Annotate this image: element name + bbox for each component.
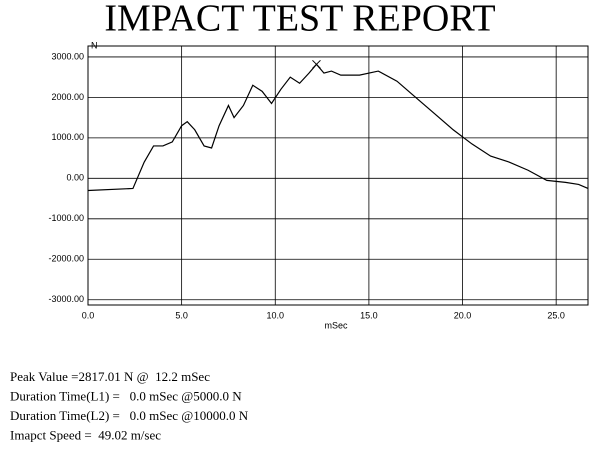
annotation: Imapct Speed = 49.02 m/sec [10, 427, 161, 442]
y-axis-label: N [91, 40, 98, 50]
chart-title: IMPACT TEST REPORT [104, 0, 495, 40]
x-tick-label: 15.0 [360, 310, 378, 320]
x-axis-label: mSec [324, 320, 348, 330]
y-tick-label: -2000.00 [48, 254, 84, 264]
annotation: Duration Time(L1) = 0.0 mSec @5000.0 N [10, 388, 242, 403]
x-tick-label: 5.0 [175, 310, 188, 320]
y-tick-label: 1000.00 [51, 132, 84, 142]
annotation: Duration Time(L2) = 0.0 mSec @10000.0 N [10, 408, 249, 423]
x-tick-label: 20.0 [454, 310, 472, 320]
x-tick-label: 10.0 [267, 310, 285, 320]
x-tick-label: 25.0 [547, 310, 565, 320]
x-tick-label: 0.0 [82, 310, 95, 320]
peak-marker [312, 59, 321, 69]
data-line [87, 63, 589, 192]
y-tick-label: 3000.00 [51, 51, 84, 61]
y-tick-label: -1000.00 [48, 213, 84, 223]
plot-frame [87, 45, 589, 306]
annotation: Peak Value =2817.01 N @ 12.2 mSec [10, 369, 210, 384]
y-tick-label: 2000.00 [51, 92, 84, 102]
y-tick-label: 0.00 [66, 173, 84, 183]
y-tick-label: -3000.00 [48, 294, 84, 304]
